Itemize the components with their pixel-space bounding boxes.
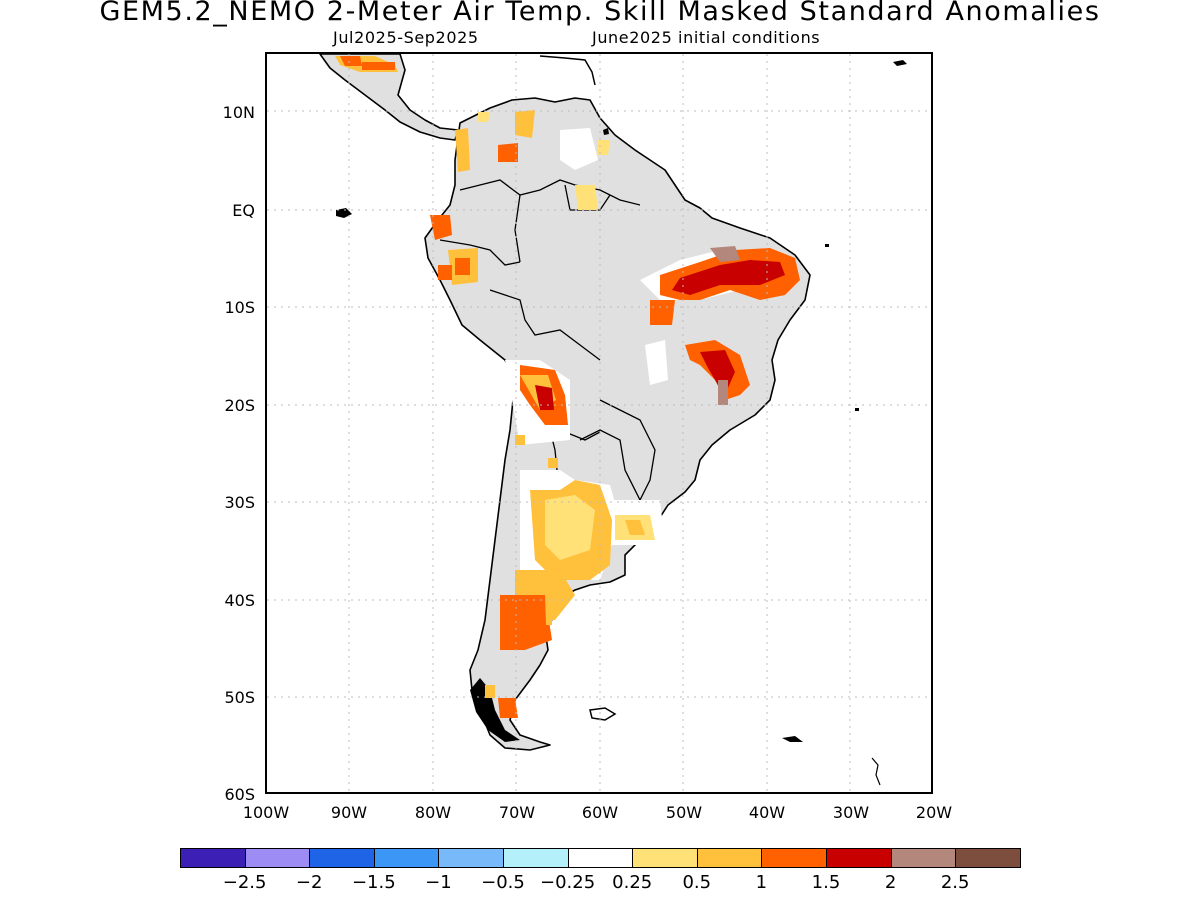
colorbar-swatch bbox=[567, 848, 634, 868]
colorbar-swatch bbox=[503, 848, 569, 868]
anomaly-patch-2p5 bbox=[718, 380, 728, 405]
fernando-de-noronha bbox=[825, 244, 829, 247]
trinidad-tobago bbox=[603, 128, 609, 135]
cape-verde-islands bbox=[893, 60, 907, 66]
tristan-islands bbox=[871, 757, 881, 786]
colorbar-swatch bbox=[438, 848, 504, 868]
anomaly-patch-1 bbox=[545, 595, 552, 625]
anomaly-patch-1p5 bbox=[498, 698, 518, 718]
map-canvas bbox=[267, 54, 931, 792]
colorbar-swatch bbox=[696, 848, 763, 868]
trindade-island bbox=[855, 408, 859, 411]
colorbar-tick-label: −0.5 bbox=[481, 872, 525, 893]
lat-label-50s: 50S bbox=[224, 688, 255, 707]
anomaly-patch-1p5 bbox=[438, 265, 452, 280]
initial-conditions: June2025 initial conditions bbox=[592, 28, 821, 47]
anomaly-patch-2 bbox=[672, 260, 785, 295]
anomaly-patch-0p5 bbox=[545, 495, 595, 560]
anomaly-patch-1p5 bbox=[430, 215, 452, 240]
anomaly-patch-1 bbox=[515, 435, 525, 445]
anomaly-patch-1 bbox=[548, 458, 558, 468]
anomaly-patch-2p5 bbox=[710, 246, 740, 262]
lon-label-80w: 80W bbox=[414, 803, 452, 822]
anomaly-patch-1p5 bbox=[498, 143, 518, 162]
graticule bbox=[267, 54, 931, 792]
colorbar-swatch bbox=[244, 848, 311, 868]
colorbar-swatch bbox=[761, 848, 827, 868]
falkland-islands bbox=[589, 707, 617, 721]
lat-label-40s: 40S bbox=[224, 591, 255, 610]
colorbar-tick-label: 2.5 bbox=[940, 872, 970, 893]
anomaly-patch-1p5 bbox=[500, 595, 552, 650]
masked-white-patch bbox=[645, 340, 668, 385]
anomaly-patch-1 bbox=[515, 110, 535, 138]
lat-label-eq: EQ bbox=[232, 201, 255, 220]
tierra-del-fuego bbox=[470, 678, 520, 742]
galapagos-islands bbox=[336, 208, 352, 218]
lon-label-20w: 20W bbox=[915, 803, 953, 822]
land-layer bbox=[319, 54, 907, 786]
anomaly-patch-1 bbox=[455, 128, 470, 172]
anomaly-patch-1p5 bbox=[340, 56, 362, 66]
anomaly-patch-2 bbox=[535, 385, 554, 410]
colorbar-swatch bbox=[632, 848, 698, 868]
colorbar-tick-label: −1.5 bbox=[351, 872, 396, 893]
lon-label-60w: 60W bbox=[581, 803, 619, 822]
lon-label-100w: 100W bbox=[242, 803, 290, 822]
anomaly-patch-0p5 bbox=[478, 112, 490, 122]
lat-label-60s: 60S bbox=[224, 785, 255, 804]
colorbar-tick-label: −2.5 bbox=[222, 872, 267, 893]
map-title: GEM5.2_NEMO 2-Meter Air Temp. Skill Mask… bbox=[99, 0, 1101, 27]
colorbar-tick-label: 1 bbox=[755, 872, 768, 893]
lat-label-20s: 20S bbox=[224, 396, 255, 415]
colorbar-tick-label: 1.5 bbox=[811, 872, 841, 893]
colorbar-swatch bbox=[890, 848, 957, 868]
map-panel bbox=[265, 52, 933, 794]
anomaly-patch-1p5 bbox=[650, 300, 675, 325]
forecast-period: Jul2025-Sep2025 bbox=[333, 28, 479, 47]
masked-white-patch bbox=[560, 128, 598, 170]
colorbar-swatch bbox=[180, 848, 246, 868]
anomaly-patch-0p5 bbox=[598, 140, 610, 155]
colorbar-tick-label: 0.5 bbox=[682, 872, 712, 893]
anomaly-patch-0p5 bbox=[575, 185, 598, 210]
lon-label-70w: 70W bbox=[498, 803, 536, 822]
anomaly-layer bbox=[335, 56, 800, 718]
lon-label-50w: 50W bbox=[665, 803, 703, 822]
lon-label-40w: 40W bbox=[748, 803, 786, 822]
anomaly-patch-1 bbox=[485, 685, 495, 698]
lat-label-30s: 30S bbox=[224, 493, 255, 512]
colorbar-swatch bbox=[955, 848, 1021, 868]
lat-label-10n: 10N bbox=[222, 103, 255, 122]
lon-label-30w: 30W bbox=[832, 803, 870, 822]
colorbar-tick-label: −1 bbox=[425, 872, 452, 893]
colorbar-tick-label: 2 bbox=[884, 872, 897, 893]
anomaly-patch-1 bbox=[625, 520, 645, 535]
anomaly-patch-1p5 bbox=[362, 62, 395, 70]
anomaly-patch-1p5 bbox=[455, 258, 470, 275]
cuba-coast bbox=[539, 55, 596, 86]
colorbar-tick-label: −2 bbox=[295, 872, 323, 893]
south-america-land bbox=[424, 97, 811, 751]
south-georgia bbox=[782, 736, 803, 742]
colorbar-tick-label: 0.25 bbox=[612, 872, 653, 893]
colorbar-swatch bbox=[309, 848, 375, 868]
lon-label-90w: 90W bbox=[330, 803, 368, 822]
central-america-land bbox=[319, 54, 459, 141]
colorbar-tick-label: −0.25 bbox=[540, 872, 596, 893]
colorbar-swatch bbox=[826, 848, 892, 868]
lat-label-10s: 10S bbox=[224, 298, 255, 317]
colorbar-swatch bbox=[373, 848, 440, 868]
